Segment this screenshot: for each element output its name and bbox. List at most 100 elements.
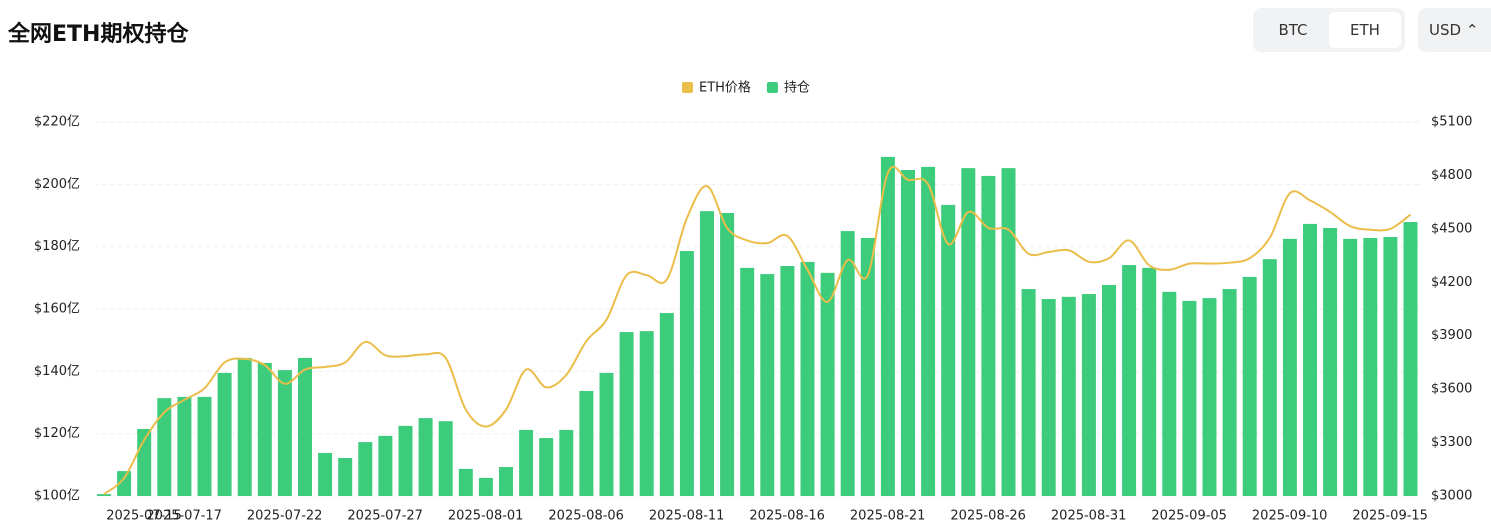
bar [820,272,835,496]
x-tick-label: 2025-08-31 [1051,509,1127,524]
bar [1041,299,1056,496]
bar [97,494,111,496]
legend-label: 持仓 [784,81,810,96]
bar [1242,276,1257,496]
bar [599,372,614,496]
bar [700,211,714,497]
currency-select[interactable]: USD ⌃ [1418,8,1491,52]
bar [438,421,453,496]
bar [177,396,192,496]
x-tick-label: 2025-07-22 [247,509,323,524]
bar [981,175,996,496]
bar [1343,238,1358,496]
bar [1403,222,1418,497]
x-tick-label: 2025-07-17 [146,509,222,524]
bar [880,156,895,496]
x-tick-label: 2025-07-15 [106,509,182,524]
bar [1061,296,1076,496]
bar [780,265,795,496]
x-tick-label: 2025-07-27 [347,509,423,524]
x-tick-label: 2025-08-26 [950,509,1026,524]
bar [277,370,292,496]
bar [579,390,594,496]
y2-tick-label: $3000 [1431,489,1472,504]
bar [519,429,534,496]
bar [679,251,694,496]
bar [559,429,574,496]
legend-swatch [766,82,778,93]
currency: USD [1429,21,1462,39]
x-tick-label: 2025-08-01 [448,509,524,524]
bar [1303,223,1317,497]
bar [378,435,393,496]
bar [1363,237,1378,496]
bar [1122,265,1137,496]
bar [921,166,936,496]
bar [1162,291,1177,496]
y2-tick-label: $4200 [1431,275,1472,290]
bar [257,362,272,496]
bar [117,471,132,496]
bar [478,477,493,496]
y2-tick-label: $4800 [1431,168,1472,183]
x-tick-label: 2025-09-10 [1252,509,1328,524]
x-tick-label: 2025-08-06 [548,509,624,524]
bar [1323,227,1338,496]
bar [197,396,212,496]
bar [458,468,473,496]
legend-label: ETH价格 [699,80,751,96]
bar [398,425,413,496]
y2-tick-label: $3600 [1431,382,1472,397]
bar [1021,289,1036,496]
bar [318,452,333,496]
bar [659,313,674,496]
bar [1081,294,1096,496]
y-tick-label: $100亿 [34,489,80,504]
page-title: 全网ETH期权持仓 [8,22,189,47]
tab[interactable]: BTC [1278,21,1308,39]
tab-active[interactable]: ETH [1329,12,1401,48]
bar [941,204,956,497]
bar [1222,289,1237,496]
bar [860,237,875,496]
bar [800,261,815,496]
bar [619,332,634,496]
x-tick-label: 2025-09-15 [1352,509,1428,524]
x-tick-label: 2025-08-21 [850,509,926,524]
y2-tick-label: $5100 [1431,115,1472,130]
bar [298,357,312,496]
legend-swatch [682,82,693,93]
bar [1383,237,1398,496]
bar [237,357,252,496]
bar [1001,168,1016,497]
bar [157,398,172,496]
bar [1182,300,1197,496]
bar [1262,259,1277,496]
bar [760,274,775,496]
y-tick-label: $180亿 [34,239,80,254]
bar [840,231,855,497]
y-tick-label: $120亿 [34,426,80,441]
y2-tick-label: $4500 [1431,221,1472,236]
asset-toggle: BTC ETH [1253,8,1405,52]
bar [358,442,373,496]
bar [961,168,976,497]
bar [539,438,554,496]
y-tick-label: $200亿 [34,177,80,192]
bar [720,213,735,497]
y-tick-label: $160亿 [34,302,80,317]
bar [901,169,915,496]
x-tick-label: 2025-08-16 [749,509,825,524]
bar [740,267,755,496]
bar [1102,285,1116,496]
bar [1202,298,1217,496]
x-tick-label: 2025-08-11 [649,509,725,524]
bar [639,331,654,496]
y-tick-label: $220亿 [34,115,80,130]
bar [418,418,433,496]
y2-tick-label: $3900 [1431,328,1472,343]
y-tick-label: $140亿 [34,364,80,379]
bar [217,372,232,496]
